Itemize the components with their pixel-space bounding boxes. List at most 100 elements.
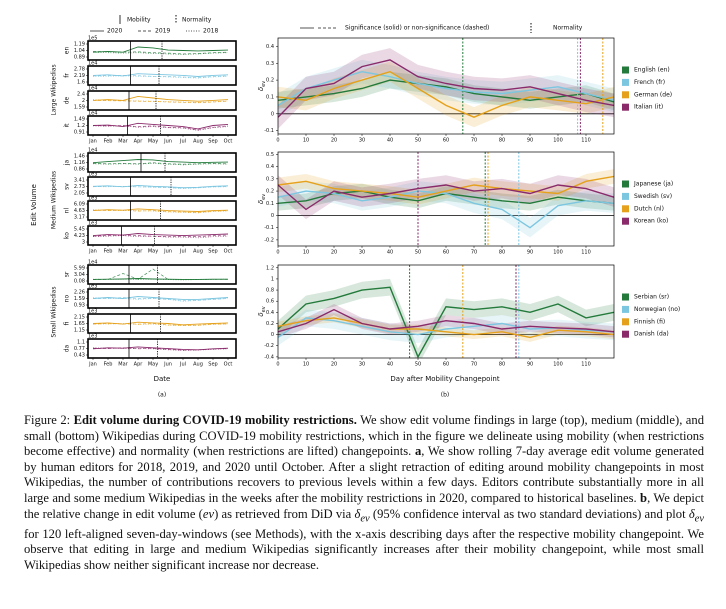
- legend-swatch: [622, 293, 629, 301]
- x-tick-label: 20: [331, 250, 337, 256]
- group-label: Small Wikipedias: [51, 287, 58, 338]
- x-tick-label: Feb: [104, 249, 113, 255]
- caption-text: ev: [202, 506, 215, 521]
- axis-exponent: 1e4: [88, 86, 97, 92]
- legend-label: Normality: [182, 17, 212, 24]
- legend-label: 2020: [107, 28, 122, 35]
- x-tick-label: 20: [331, 138, 337, 144]
- plot-frame: [277, 37, 615, 135]
- y-tick-label: 4.63: [74, 208, 85, 214]
- x-tick-label: 90: [527, 138, 533, 144]
- x-tick-label: 60: [443, 362, 449, 368]
- y-tick-label: 1: [271, 276, 274, 282]
- legend-label: Danish (da): [634, 331, 669, 338]
- legend-label: Swedish (sv): [634, 193, 672, 200]
- legend-label: Serbian (sr): [634, 294, 669, 301]
- y-tick-label: -0.1: [264, 128, 274, 134]
- x-tick-label: Oct: [224, 362, 233, 368]
- sparkline: [92, 278, 229, 281]
- x-tick-label: Sep: [208, 139, 217, 145]
- y-tick-label: 0.1: [266, 94, 274, 100]
- x-tick-label: 100: [553, 138, 563, 144]
- row-frame: [87, 90, 237, 111]
- x-tick-label: 40: [387, 362, 393, 368]
- legend-swatch: [622, 66, 629, 74]
- x-tick-label: 0: [276, 250, 279, 256]
- legend-label: Dutch (nl): [634, 205, 664, 212]
- row-frame: [87, 313, 237, 334]
- x-tick-label: Jul: [179, 139, 186, 145]
- legend-label: Norwegian (no): [634, 306, 680, 313]
- y-tick-label: 3: [82, 240, 85, 246]
- math: δev: [689, 507, 704, 525]
- row-frame: [87, 115, 237, 136]
- y-axis-symbol: δ: [257, 312, 265, 316]
- y-tick-label: -0.2: [264, 343, 274, 349]
- x-tick-label: Jun: [163, 139, 172, 145]
- legend-swatch: [622, 91, 629, 99]
- x-tick-label: Jun: [163, 362, 172, 368]
- x-tick-label: 30: [359, 138, 365, 144]
- row-label: ko: [64, 232, 71, 239]
- y-axis-label: δev: [257, 194, 267, 204]
- y-tick-label: 1.04: [74, 48, 85, 54]
- y-tick-label: 0.6: [266, 299, 274, 305]
- legend-label: German (de): [634, 91, 672, 98]
- y-tick-label: 2: [82, 98, 85, 104]
- sparkline: [92, 51, 229, 55]
- legend-label: Mobility: [127, 17, 151, 24]
- x-tick-label: 110: [581, 250, 591, 256]
- confidence-band: [278, 61, 614, 128]
- row-frame: [87, 40, 237, 61]
- row-frame: [87, 225, 237, 246]
- series-line: [278, 286, 614, 358]
- x-tick-label: 20: [331, 362, 337, 368]
- sparkline: [92, 347, 229, 351]
- sparkline: [92, 75, 229, 79]
- x-tick-label: Aug: [193, 139, 203, 145]
- row-label: sr: [64, 271, 71, 277]
- y-tick-label: 1.19: [74, 42, 85, 48]
- legend-swatch: [622, 318, 629, 326]
- confidence-band: [278, 175, 614, 220]
- axis-exponent: 1e4: [88, 260, 97, 266]
- y-tick-label: 0.4: [266, 164, 274, 170]
- y-tick-label: 2.78: [74, 67, 85, 73]
- caption-text: We show edit volume findings in large (t…: [24, 413, 704, 459]
- panel-caption: (a): [158, 392, 166, 399]
- row-label: fi: [64, 321, 71, 325]
- legend-swatch: [622, 192, 629, 200]
- y-tick-label: 3.41: [74, 178, 85, 184]
- math-symbol: δ: [354, 506, 361, 521]
- math: δev: [354, 506, 369, 525]
- x-tick-label: Jun: [163, 249, 172, 255]
- sparkline: [92, 235, 229, 239]
- axis-exponent: 1e4: [88, 111, 97, 117]
- legend-swatch: [622, 180, 629, 188]
- x-tick-label: 10: [303, 250, 309, 256]
- y-tick-label: 0: [271, 111, 274, 117]
- y-tick-label: 0.1: [266, 201, 274, 207]
- figure-caption: Figure 2: Edit volume during COVID-19 mo…: [24, 413, 704, 573]
- plot-area: [278, 265, 614, 358]
- legend-swatch: [622, 78, 629, 86]
- x-tick-label: 110: [581, 138, 591, 144]
- row-label: nl: [64, 207, 71, 213]
- legend-swatch: [622, 103, 629, 111]
- y-tick-label: -0.2: [264, 237, 274, 243]
- sparkline: [92, 233, 229, 237]
- y-axis-label: δev: [257, 306, 267, 316]
- row-label: en: [64, 47, 71, 55]
- plot-area: [278, 152, 614, 246]
- y-tick-label: 1.65: [74, 321, 85, 327]
- caption-text: , We depict the relative change in edit …: [24, 490, 704, 521]
- y-tick-label: 1.6: [77, 80, 85, 86]
- axis-exponent: 1e3: [88, 196, 97, 202]
- x-tick-label: 100: [553, 362, 563, 368]
- y-tick-label: 2.15: [74, 315, 85, 321]
- y-tick-label: 1.2: [77, 123, 85, 129]
- confidence-band: [278, 313, 614, 342]
- y-tick-label: 0.5: [266, 152, 274, 158]
- x-tick-label: 70: [471, 138, 477, 144]
- y-tick-label: 2.73: [74, 184, 85, 190]
